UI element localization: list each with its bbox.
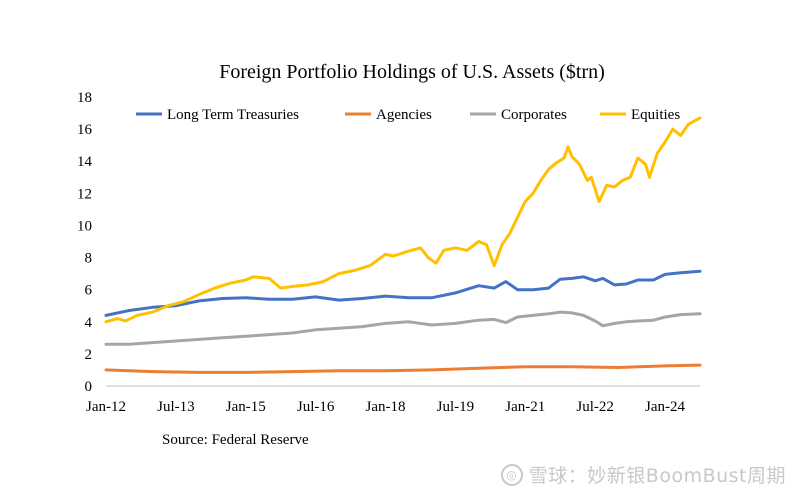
snowball-logo-icon: ◎ — [500, 463, 523, 486]
y-tick-label: 10 — [77, 218, 92, 234]
watermark: ◎ 雪球：妙新银BoomBust周期 — [500, 461, 786, 488]
legend-label-equities: Equities — [631, 107, 680, 123]
y-tick-label: 6 — [85, 283, 93, 299]
y-tick-label: 2 — [85, 347, 93, 363]
x-tick-label: Jul-22 — [576, 399, 614, 415]
legend-label-agencies: Agencies — [376, 107, 432, 123]
x-tick-label: Jul-16 — [297, 399, 335, 415]
x-tick-label: Jan-15 — [226, 399, 266, 415]
y-tick-label: 14 — [77, 154, 93, 170]
y-axis: 0 2 4 6 8 10 12 14 16 18 — [77, 90, 93, 395]
y-tick-label: 16 — [77, 122, 93, 138]
watermark-text: 雪球：妙新银BoomBust周期 — [528, 465, 786, 487]
series-line-long-term-treasuries — [104, 269, 702, 317]
chart-title: Foreign Portfolio Holdings of U.S. Asset… — [219, 61, 605, 83]
x-axis: Jan-12 Jul-13 Jan-15 Jul-16 Jan-18 Jul-19 Jan-… — [86, 385, 700, 415]
y-tick-label: 0 — [85, 379, 93, 395]
x-tick-label: Jan-12 — [86, 399, 126, 415]
series-line-corporates — [104, 310, 702, 346]
series-line-equities — [104, 116, 702, 324]
y-tick-label: 4 — [85, 315, 93, 331]
series-layer — [104, 116, 702, 374]
source-annotation: Source: Federal Reserve — [162, 432, 309, 448]
y-tick-label: 18 — [77, 90, 92, 106]
x-tick-label: Jan-21 — [505, 399, 545, 415]
legend-label-long-term-treasuries: Long Term Treasuries — [167, 107, 299, 123]
y-tick-label: 8 — [85, 251, 93, 267]
legend: Long Term Treasuries Agencies Corporates Eq… — [136, 107, 680, 123]
x-tick-label: Jan-18 — [366, 399, 406, 415]
y-tick-label: 12 — [77, 186, 92, 202]
x-tick-label: Jan-24 — [645, 399, 685, 415]
series-line-agencies — [104, 363, 702, 374]
x-tick-label: Jul-19 — [437, 399, 475, 415]
legend-label-corporates: Corporates — [501, 107, 567, 123]
x-tick-label: Jul-13 — [157, 399, 195, 415]
